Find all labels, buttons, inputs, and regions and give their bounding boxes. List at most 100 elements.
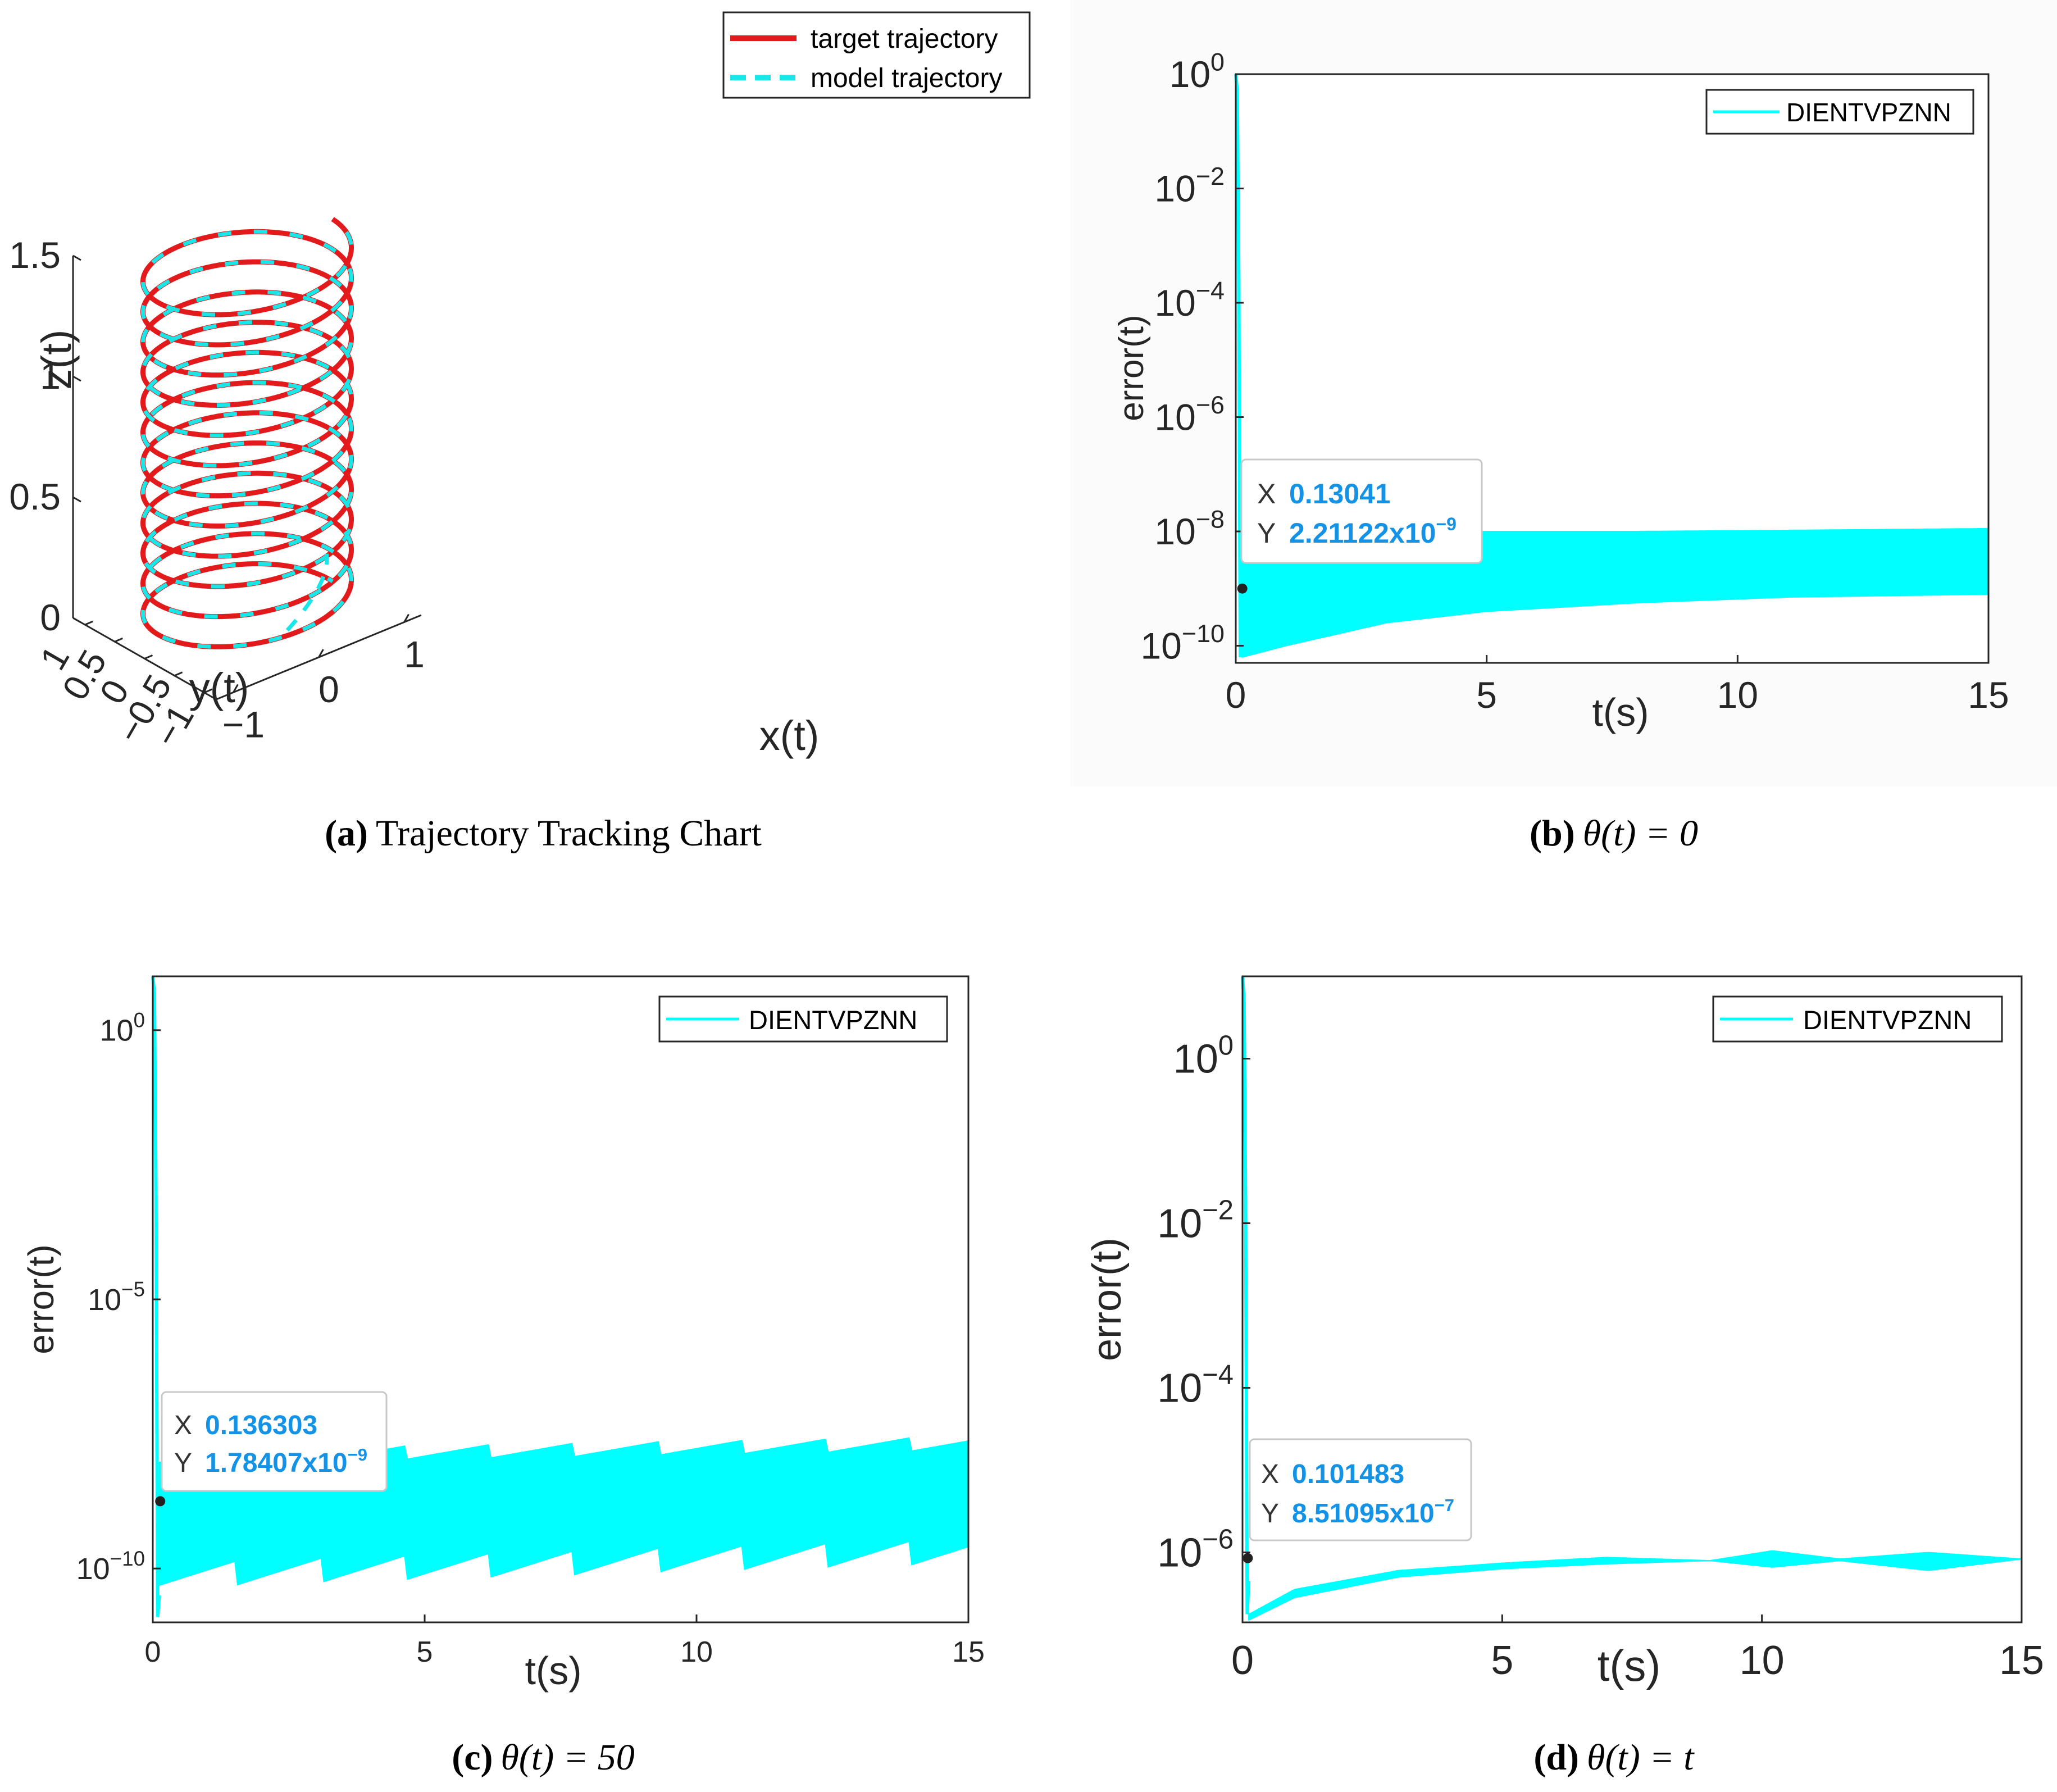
panel-d-error-band (1248, 1550, 2022, 1621)
panel-b-frame (1235, 73, 1990, 664)
panel-a-model-transient (285, 553, 329, 632)
svg-text:1.78407x10−9: 1.78407x10−9 (205, 1445, 367, 1478)
panel-d-error-initial (1241, 976, 1251, 1614)
svg-text:2.21122x10−9: 2.21122x10−9 (1289, 514, 1457, 549)
panel-d-y-tick-label-2: 10−4 (1157, 1359, 1234, 1411)
panel-c-y-tick-label-2: 10−10 (76, 1547, 145, 1586)
panel-b-datatip[interactable]: X 0.13041 Y 2.21122x10−9 (1240, 458, 1483, 564)
panel-d-frame (1241, 975, 2023, 1623)
panel-a-legend[interactable]: target trajectory model trajectory (722, 11, 1031, 99)
panel-a-z-tick (72, 617, 81, 624)
panel-d-ticks: 0 5 10 15 100 10−2 10−4 10−6 (1157, 1030, 2044, 1683)
panel-b-y-tick-label-5: 10−10 (1140, 619, 1225, 667)
caption-a: (a) Trajectory Tracking Chart (325, 813, 762, 854)
panel-c-ticks: 0 5 10 15 100 10−5 10−10 (76, 1008, 985, 1668)
caption-a-label: (a) (325, 813, 368, 854)
panel-d-datatip-y-exp: −7 (1435, 1495, 1454, 1515)
panel-d-datatip[interactable]: X 0.101483 Y 8.51095x10−7 (1249, 1438, 1472, 1541)
panel-d-xlabel: t(s) (1598, 1641, 1661, 1690)
caption-c-label: (c) (452, 1737, 493, 1778)
panel-d-x-tick-label-1: 5 (1491, 1638, 1513, 1683)
panel-c-x-tick-label-2: 10 (680, 1636, 713, 1668)
panel-b-x-tick-label-3: 15 (1968, 674, 2009, 716)
panel-d-datatip-y: 8.51095x10 (1292, 1499, 1435, 1529)
caption-d: (d) θ(t) = t (1533, 1737, 1695, 1778)
panel-b-legend[interactable]: DIENTVPZNN (1705, 89, 1974, 135)
panel-d-datatip-y-key: Y (1261, 1499, 1279, 1529)
panel-b-y-tick-label-4: 10−8 (1154, 504, 1225, 552)
panel-d-legend[interactable]: DIENTVPZNN (1712, 995, 2003, 1043)
caption-b-text: θ(t) = 0 (1583, 813, 1698, 854)
panel-c-legend[interactable]: DIENTVPZNN (658, 995, 948, 1043)
panel-c-datatip-y-exp: −9 (348, 1445, 367, 1464)
svg-text:8.51095x10−7: 8.51095x10−7 (1292, 1495, 1454, 1529)
panel-d-error-theta-t: 0 5 10 15 100 10−2 10−4 10−6 error(t) t(s) DIEN… (1085, 975, 2044, 1690)
caption-d-label: (d) (1533, 1737, 1579, 1778)
panel-a-zlabel: z(t) (33, 330, 80, 390)
panel-a-xlabel: x(t) (759, 712, 820, 759)
panel-b-datatip-y-key: Y (1257, 517, 1276, 549)
panel-a-x-tick-label-1: 0 (318, 668, 339, 710)
panel-d-ylabel: error(t) (1085, 1238, 1130, 1361)
panel-a-x-tick-label-0: −1 (222, 704, 265, 745)
panel-a-model-trajectory (141, 217, 353, 649)
panel-c-x-tick-label-1: 5 (417, 1636, 433, 1668)
panel-b-ticks: 0 5 10 15 100 10−2 10−4 10−6 10−8 10−10 (1140, 47, 2009, 716)
panel-a-curves (140, 217, 354, 649)
panel-a-ylabel: y(t) (189, 665, 249, 711)
panel-a-y-tick (84, 620, 93, 626)
panel-d-y-tick-label-1: 10−2 (1157, 1195, 1234, 1246)
panel-c-legend-label: DIENTVPZNN (749, 1005, 917, 1035)
panel-a-z-tick (72, 496, 81, 503)
panel-a-z-tick (72, 254, 81, 261)
panel-c-error-theta50: 0 5 10 15 100 10−5 10−10 error(t) t(s) DIENTVP… (21, 975, 985, 1693)
legend-target-label: target trajectory (811, 24, 998, 54)
panel-c-datatip-y: 1.78407x10 (205, 1448, 348, 1478)
caption-a-text: Trajectory Tracking Chart (376, 813, 762, 854)
panel-a-y-tick (114, 637, 123, 643)
panel-a-z-tick-label-1: 0.5 (9, 476, 61, 517)
panel-a-x-tick (233, 684, 239, 693)
panel-d-datatip-x: 0.101483 (1292, 1459, 1404, 1489)
caption-d-text: θ(t) = t (1587, 1737, 1695, 1778)
panel-a-y-tick (204, 688, 213, 694)
panel-b-y-tick-label-3: 10−6 (1154, 390, 1225, 438)
panel-d-y-tick-label-3: 10−6 (1157, 1524, 1234, 1575)
panel-b-legend-label: DIENTVPZNN (1786, 98, 1951, 127)
panel-d-legend-label: DIENTVPZNN (1803, 1005, 1972, 1035)
legend-model-label: model trajectory (811, 63, 1002, 93)
panel-d-y-tick-label-0: 100 (1173, 1030, 1234, 1081)
caption-b: (b) θ(t) = 0 (1530, 813, 1698, 854)
panel-a-y-tick (174, 671, 183, 677)
panel-b-y-tick-label-2: 10−4 (1154, 276, 1225, 324)
panel-b-x-tick-label-2: 10 (1717, 674, 1758, 716)
panel-c-error-initial (151, 976, 161, 1617)
panel-c-y-tick-label-0: 100 (100, 1008, 145, 1047)
panel-c-y-tick-label-1: 10−5 (88, 1278, 145, 1317)
panel-a-x-tick-label-2: 1 (404, 634, 425, 675)
panel-a-z-tick-label-2: 1 (40, 355, 61, 397)
panel-b-x-tick-label-1: 5 (1476, 674, 1497, 716)
panel-b-y-tick-label-1: 10−2 (1154, 162, 1225, 210)
panel-b-error-initial (1234, 74, 1244, 657)
panel-b-datatip-x: 0.13041 (1289, 478, 1391, 510)
caption-b-label: (b) (1530, 813, 1575, 854)
panel-b-datatip-x-key: X (1257, 478, 1276, 510)
panel-b-ylabel: error(t) (1112, 315, 1151, 421)
panel-a-y-tick (144, 654, 153, 660)
caption-c: (c) θ(t) = 50 (452, 1737, 635, 1778)
panel-a-x-tick (403, 613, 409, 623)
panel-d-x-tick-label-3: 15 (1999, 1638, 2044, 1683)
panel-b-xlabel: t(s) (1592, 690, 1649, 734)
panel-c-datatip-y-key: Y (174, 1448, 192, 1478)
panel-a-x-tick (318, 649, 324, 658)
panel-c-x-tick-label-3: 15 (952, 1636, 985, 1668)
panel-a-z-tick-label-3: 1.5 (9, 234, 61, 276)
panel-d-x-tick-label-2: 10 (1740, 1638, 1785, 1683)
panel-c-datatip[interactable]: X 0.136303 Y 1.78407x10−9 (161, 1391, 388, 1492)
panel-c-ylabel: error(t) (21, 1244, 61, 1354)
caption-c-text: θ(t) = 50 (501, 1737, 635, 1778)
